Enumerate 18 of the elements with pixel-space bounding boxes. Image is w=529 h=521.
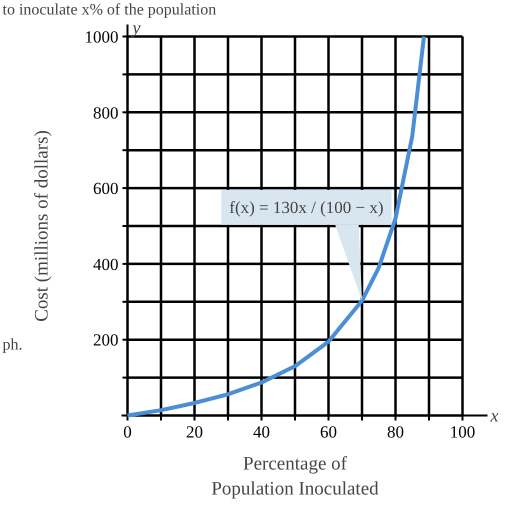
- y-tick-label: 800: [93, 103, 118, 122]
- x-axis-title: Percentage of Population Inoculated: [211, 454, 380, 500]
- text: x: [490, 406, 498, 426]
- x-tick-label: 80: [387, 422, 404, 442]
- x-tick-label: 60: [320, 422, 337, 442]
- y-tick-label: 600: [93, 179, 118, 198]
- y-axis-title: Cost (millions of dollars): [32, 130, 52, 322]
- x-tick-label: 0: [123, 422, 132, 442]
- x-tick-label: 100: [450, 422, 476, 442]
- y-tick-label: 200: [93, 330, 118, 350]
- text: ph.: [2, 336, 22, 354]
- x-tick-label: 20: [186, 422, 203, 442]
- x-tick-label: 40: [253, 422, 270, 442]
- y-tick-label: 1000: [84, 28, 118, 46]
- y-tick-label: 400: [93, 254, 118, 274]
- annotation: y: [130, 18, 140, 38]
- text: to inoculate x% of the population: [2, 2, 216, 18]
- annotation: f(x) = 130x / (100 − x): [229, 198, 384, 217]
